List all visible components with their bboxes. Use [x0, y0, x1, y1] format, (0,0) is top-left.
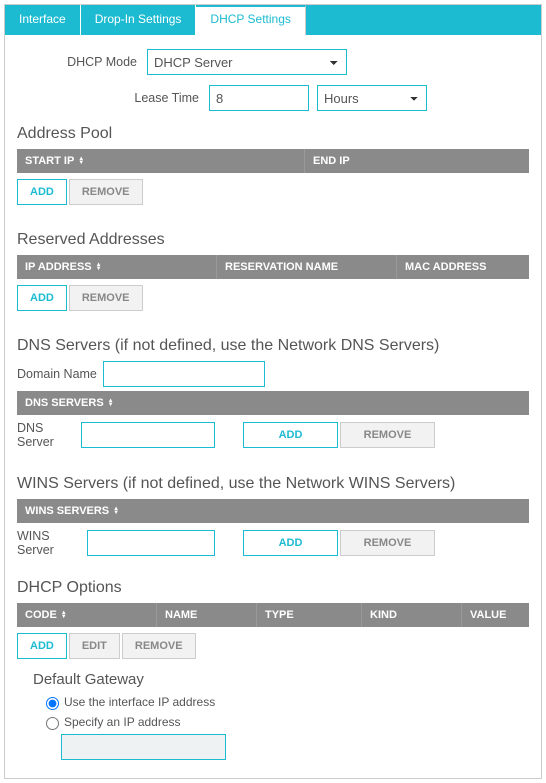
address-pool-remove-button[interactable]: REMOVE — [69, 179, 143, 205]
gateway-title: Default Gateway — [33, 671, 529, 688]
wins-servers-header: WINS SERVERS ▲▼ — [17, 499, 529, 523]
sort-icon: ▲▼ — [96, 263, 102, 271]
col-wins-servers[interactable]: WINS SERVERS ▲▼ — [17, 499, 529, 523]
dns-server-label: DNS Server — [17, 421, 81, 449]
sort-icon: ▲▼ — [113, 507, 119, 515]
lease-time-label: Lease Time — [17, 91, 209, 105]
panel: Interface Drop-In Settings DHCP Settings… — [4, 4, 542, 779]
reserved-add-button[interactable]: ADD — [17, 285, 67, 311]
sort-icon: ▲▼ — [108, 399, 114, 407]
dhcp-mode-select[interactable]: DHCP Server — [147, 49, 347, 75]
address-pool-header: START IP ▲▼ END IP — [17, 149, 529, 173]
options-add-button[interactable]: ADD — [17, 633, 67, 659]
dns-title: DNS Servers (if not defined, use the Net… — [17, 337, 529, 355]
col-start-ip[interactable]: START IP ▲▼ — [17, 149, 305, 173]
content: DHCP Mode DHCP Server Lease Time Hours A… — [5, 35, 541, 778]
gateway-ip-input[interactable] — [61, 734, 226, 760]
lease-time-unit-select[interactable]: Hours — [317, 85, 427, 111]
col-kind: KIND — [362, 603, 462, 627]
reserved-title: Reserved Addresses — [17, 231, 529, 249]
gateway-opt2-label: Specify an IP address — [64, 715, 181, 729]
sort-icon: ▲▼ — [78, 157, 84, 165]
col-value: VALUE — [462, 603, 529, 627]
options-edit-button[interactable]: EDIT — [69, 633, 120, 659]
dns-add-button[interactable]: ADD — [243, 422, 338, 448]
tab-dhcp[interactable]: DHCP Settings — [196, 5, 305, 35]
options-title: DHCP Options — [17, 579, 529, 597]
gateway-radio-interface[interactable] — [46, 697, 59, 710]
wins-server-label: WINS Server — [17, 529, 87, 557]
address-pool-add-button[interactable]: ADD — [17, 179, 67, 205]
dhcp-mode-label: DHCP Mode — [17, 55, 147, 69]
options-remove-button[interactable]: REMOVE — [122, 633, 196, 659]
sort-icon: ▲▼ — [61, 611, 67, 619]
col-name: NAME — [157, 603, 257, 627]
tab-bar: Interface Drop-In Settings DHCP Settings — [5, 5, 541, 35]
tab-dropin[interactable]: Drop-In Settings — [81, 5, 197, 35]
col-mac-address: MAC ADDRESS — [397, 255, 529, 279]
reserved-header: IP ADDRESS ▲▼ RESERVATION NAME MAC ADDRE… — [17, 255, 529, 279]
wins-add-button[interactable]: ADD — [243, 530, 338, 556]
col-type: TYPE — [257, 603, 362, 627]
wins-title: WINS Servers (if not defined, use the Ne… — [17, 475, 529, 493]
options-header: CODE ▲▼ NAME TYPE KIND VALUE — [17, 603, 529, 627]
domain-name-label: Domain Name — [17, 367, 103, 381]
gateway-radio-specify[interactable] — [46, 717, 59, 730]
reserved-remove-button[interactable]: REMOVE — [69, 285, 143, 311]
gateway-opt-specify[interactable]: Specify an IP address — [41, 714, 529, 730]
col-end-ip: END IP — [305, 149, 529, 173]
address-pool-title: Address Pool — [17, 125, 529, 143]
dns-servers-header: DNS SERVERS ▲▼ — [17, 391, 529, 415]
tab-interface[interactable]: Interface — [5, 5, 81, 35]
col-dns-servers[interactable]: DNS SERVERS ▲▼ — [17, 391, 529, 415]
wins-remove-button[interactable]: REMOVE — [340, 530, 435, 556]
domain-name-input[interactable] — [103, 361, 265, 387]
wins-server-input[interactable] — [87, 530, 215, 556]
gateway-opt1-label: Use the interface IP address — [64, 695, 215, 709]
lease-time-input[interactable] — [209, 85, 309, 111]
dns-server-input[interactable] — [81, 422, 215, 448]
gateway-opt-interface[interactable]: Use the interface IP address — [41, 694, 529, 710]
col-reservation-name: RESERVATION NAME — [217, 255, 397, 279]
dns-remove-button[interactable]: REMOVE — [340, 422, 435, 448]
col-code[interactable]: CODE ▲▼ — [17, 603, 157, 627]
col-ip-address[interactable]: IP ADDRESS ▲▼ — [17, 255, 217, 279]
